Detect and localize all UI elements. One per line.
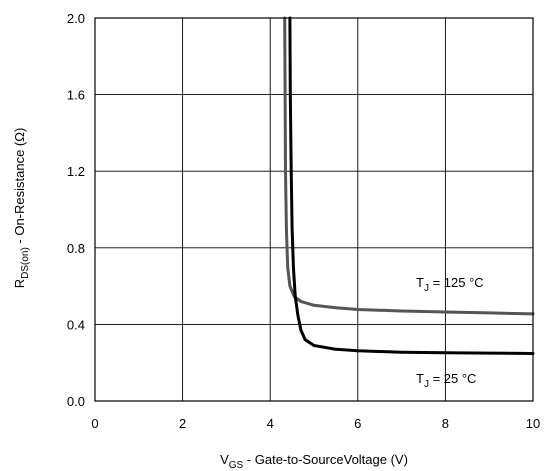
x-tick-label: 8 (442, 416, 449, 431)
annotation-tj-125: TJ = 125 °C (416, 275, 484, 294)
series-line-tj-125 (283, 16, 535, 316)
y-axis-title: RDS(on) - On-Resistance (Ω) (12, 128, 31, 289)
plot-frame (94, 17, 534, 402)
x-tick-label: 0 (91, 416, 98, 431)
y-tick-label: 1.6 (67, 88, 85, 103)
y-tick-label: 0.4 (67, 317, 85, 332)
grid (94, 17, 534, 402)
x-tick-label: 2 (179, 416, 186, 431)
series-line-tj-25 (288, 16, 535, 355)
annotation-tj-25: TJ = 25 °C (416, 371, 476, 390)
y-tick-label: 0.0 (67, 394, 85, 409)
curves (283, 16, 535, 355)
x-axis-title: VGS - Gate-to-SourceVoltage (V) (220, 452, 408, 471)
y-tick-label: 2.0 (67, 11, 85, 26)
x-tick-label: 4 (267, 416, 274, 431)
tick-labels: 0 2 4 6 8 10 0.0 0.4 0.8 1.2 1.6 2.0 (67, 11, 540, 431)
y-tick-label: 1.2 (67, 164, 85, 179)
x-tick-label: 6 (354, 416, 361, 431)
x-tick-label: 10 (526, 416, 540, 431)
y-tick-label: 0.8 (67, 241, 85, 256)
